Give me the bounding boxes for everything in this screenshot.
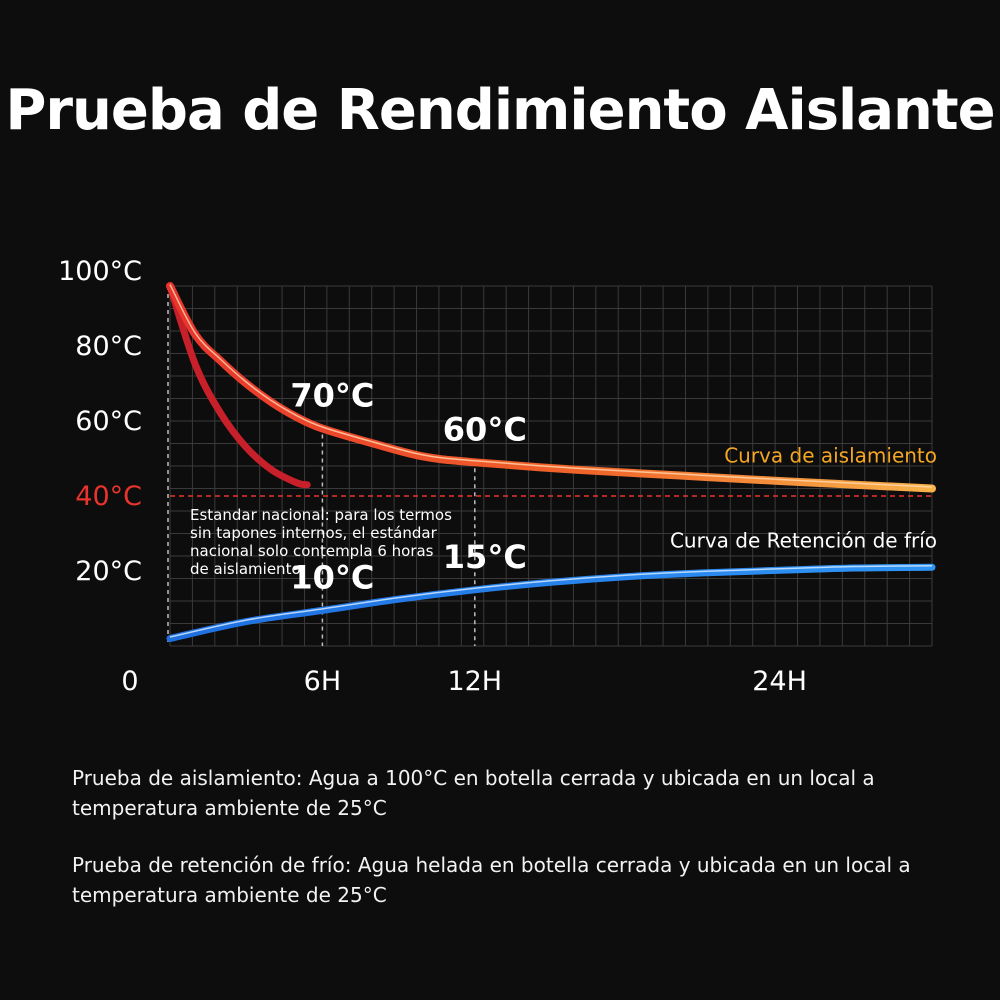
chart: Estandar nacional: para los termos sin ta…	[58, 256, 937, 697]
reference-annotation-line: sin tapones internos, el estándar	[190, 524, 438, 542]
series-insulation-highlight	[169, 284, 933, 488]
series-standard-bottle-line	[166, 282, 311, 489]
legend-insulation-label: Curva de aislamiento	[724, 444, 937, 468]
cold-retention-test-note: Prueba de retención de frío: Agua helada…	[72, 853, 911, 907]
data-label: 10°C	[290, 558, 374, 596]
data-label: 15°C	[443, 538, 527, 576]
x-tick-label: 6H	[304, 666, 341, 697]
reference-annotation-line: Estandar nacional: para los termos	[190, 506, 452, 524]
x-tick-label: 24H	[752, 666, 807, 697]
x-tick-label: 12H	[447, 666, 502, 697]
y-tick-label: 100°C	[58, 256, 142, 287]
data-label: 60°C	[443, 410, 527, 448]
y-tick-label: 20°C	[75, 556, 142, 587]
series-group	[166, 282, 936, 642]
reference-annotation: Estandar nacional: para los termos sin ta…	[190, 506, 452, 578]
legend-cold-retention-label: Curva de Retención de frío	[670, 528, 937, 552]
chart-labels: 100°C 80°C 60°C 40°C 20°C 0 6H 12H 24H Curva de a…	[58, 256, 937, 697]
x-tick-label-origin: 0	[121, 666, 138, 697]
y-tick-label: 60°C	[75, 406, 142, 437]
series-insulation-line	[166, 282, 936, 493]
series-cold-retention-highlight	[169, 565, 933, 638]
reference-line-group: Estandar nacional: para los termos sin ta…	[170, 495, 932, 578]
series-cold-retention-line	[166, 563, 936, 642]
reference-annotation-line: de aislamiento	[190, 560, 301, 578]
insulation-test-note: Prueba de aislamiento: Agua a 100°C en b…	[72, 766, 875, 820]
chart-grid	[169, 285, 933, 647]
data-label: 70°C	[290, 377, 374, 415]
chart-title: Prueba de Rendimiento Aislante	[5, 78, 995, 143]
y-tick-label: 40°C	[75, 481, 142, 512]
y-tick-label: 80°C	[75, 331, 142, 362]
reference-annotation-line: nacional solo contempla 6 horas	[190, 542, 434, 560]
